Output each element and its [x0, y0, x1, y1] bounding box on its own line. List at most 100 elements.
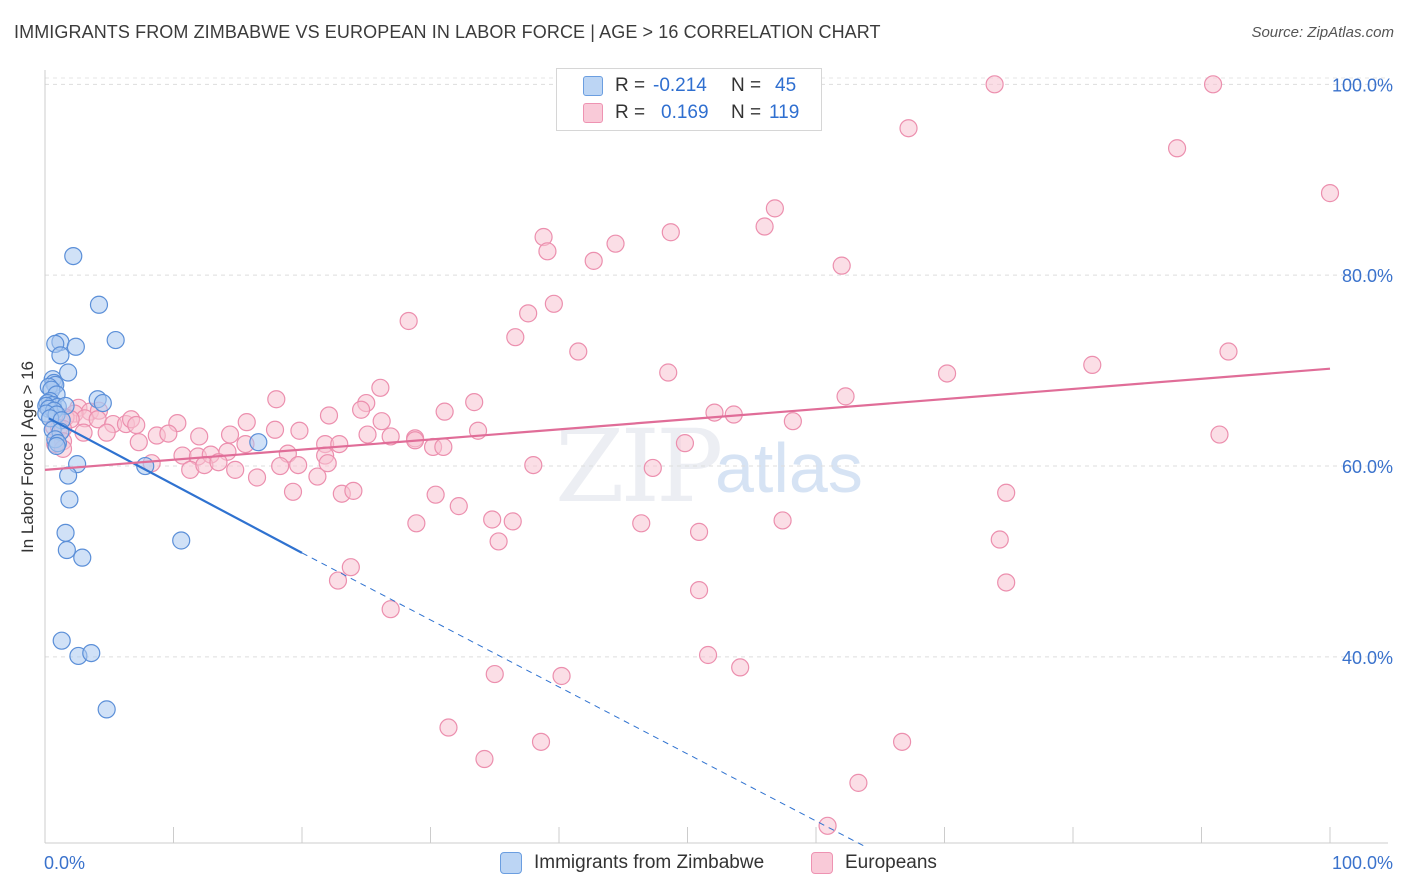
europeans-point — [783, 412, 802, 431]
europeans-point — [371, 378, 390, 397]
europeans-point — [237, 413, 256, 432]
legend-swatch-zimbabwe — [583, 76, 603, 96]
europeans-point — [531, 732, 551, 751]
europeans-point — [475, 749, 494, 769]
y-tick-label: 40.0% — [1342, 648, 1393, 668]
y-tick-label: 80.0% — [1342, 266, 1393, 286]
zimbabwe-point — [51, 346, 70, 365]
tick-labels: 40.0% 60.0% 80.0% 100.0% 0.0% 100.0% — [44, 75, 1393, 873]
europeans-point — [818, 816, 837, 835]
zimbabwe-point — [66, 337, 85, 356]
europeans-point — [1219, 342, 1238, 361]
europeans-point — [159, 424, 178, 443]
europeans-point — [290, 421, 309, 440]
europeans-point — [352, 400, 371, 419]
bottom-legend-zimbabwe: Immigrants from Zimbabwe — [500, 852, 764, 874]
europeans-point — [755, 217, 774, 236]
europeans-point — [267, 390, 286, 409]
europeans-point — [319, 406, 339, 425]
legend-r-value: -0.214 — [653, 75, 707, 96]
europeans-point — [892, 732, 912, 751]
europeans-point — [289, 455, 308, 475]
x-tick-label-max: 100.0% — [1332, 853, 1393, 873]
europeans-point — [439, 718, 458, 737]
zimbabwe-point — [60, 490, 79, 509]
europeans-point — [271, 456, 290, 476]
bottom-legend-label-europeans: Europeans — [845, 852, 937, 873]
bottom-legend-europeans: Europeans — [811, 852, 937, 874]
europeans-point — [985, 75, 1004, 94]
europeans-point — [524, 455, 543, 475]
europeans-point — [552, 666, 571, 686]
legend-n-label: N = — [731, 102, 762, 123]
grid-layer — [45, 77, 1388, 658]
zimbabwe-point — [82, 643, 101, 663]
europeans-point — [489, 532, 508, 551]
bottom-legend-label-zimbabwe: Immigrants from Zimbabwe — [534, 852, 765, 873]
legend-box: R = -0.214 N = 45 R = 0.169 N = 119 — [556, 68, 822, 131]
source-label: Source: ZipAtlas.com — [1251, 24, 1394, 41]
europeans-point — [330, 434, 349, 454]
europeans-point — [209, 453, 228, 472]
europeans-point — [283, 482, 303, 501]
legend-n-label: N = — [731, 75, 762, 96]
legend-row-zimbabwe: R = -0.214 N = 45 — [583, 74, 796, 98]
zimbabwe-point — [93, 393, 112, 413]
zimbabwe-point — [59, 466, 78, 485]
europeans-point — [435, 402, 454, 421]
europeans-point — [849, 773, 868, 792]
europeans-point — [990, 530, 1009, 549]
europeans-point — [503, 512, 522, 531]
zimbabwe-points — [37, 246, 268, 719]
legend-r-value: 0.169 — [661, 102, 709, 123]
europeans-point — [689, 522, 709, 541]
zimbabwe-point — [52, 631, 71, 650]
europeans-point — [434, 437, 453, 457]
europeans-point — [689, 581, 709, 600]
europeans-point — [584, 251, 603, 270]
europeans-point — [308, 467, 327, 486]
y-axis-label: In Labor Force | Age > 16 — [18, 360, 37, 554]
europeans-point — [485, 664, 504, 684]
europeans-point — [606, 234, 625, 253]
europeans-point — [643, 458, 662, 478]
europeans-point — [836, 387, 855, 406]
x-tick-label-min: 0.0% — [44, 853, 85, 873]
europeans-point — [341, 558, 360, 577]
bottom-legend-swatch-zimbabwe — [500, 852, 522, 874]
europeans-point — [426, 485, 445, 504]
zimbabwe-trend-line — [48, 417, 303, 554]
y-tick-label: 100.0% — [1332, 75, 1393, 95]
europeans-point — [381, 427, 400, 446]
zimbabwe-point — [172, 531, 191, 550]
zimbabwe-point — [64, 246, 83, 266]
legend-r-label: R = — [615, 102, 646, 123]
europeans-point — [519, 304, 538, 323]
europeans-point — [1210, 425, 1229, 444]
europeans-point — [265, 420, 285, 439]
zimbabwe-point — [47, 436, 66, 456]
europeans-point — [483, 510, 502, 529]
europeans-point — [632, 514, 651, 533]
europeans-point — [1320, 184, 1340, 203]
zimbabwe-point — [89, 295, 109, 314]
europeans-point — [544, 294, 563, 313]
legend-n-value: 119 — [769, 102, 800, 123]
europeans-point — [661, 223, 680, 242]
axis-layer — [44, 70, 1388, 844]
europeans-point — [538, 242, 557, 261]
y-tick-label: 60.0% — [1342, 457, 1393, 477]
europeans-point — [247, 468, 267, 487]
europeans-point — [358, 425, 377, 444]
europeans-point — [190, 427, 209, 446]
europeans-point — [832, 256, 851, 275]
legend-row-europeans: R = 0.169 N = 119 — [583, 101, 799, 125]
europeans-point — [1083, 355, 1102, 374]
legend-swatch-europeans — [583, 103, 603, 123]
zimbabwe-point — [56, 523, 75, 542]
europeans-point — [997, 483, 1016, 502]
europeans-point — [399, 311, 418, 331]
europeans-point — [328, 571, 348, 590]
europeans-point — [127, 415, 146, 435]
